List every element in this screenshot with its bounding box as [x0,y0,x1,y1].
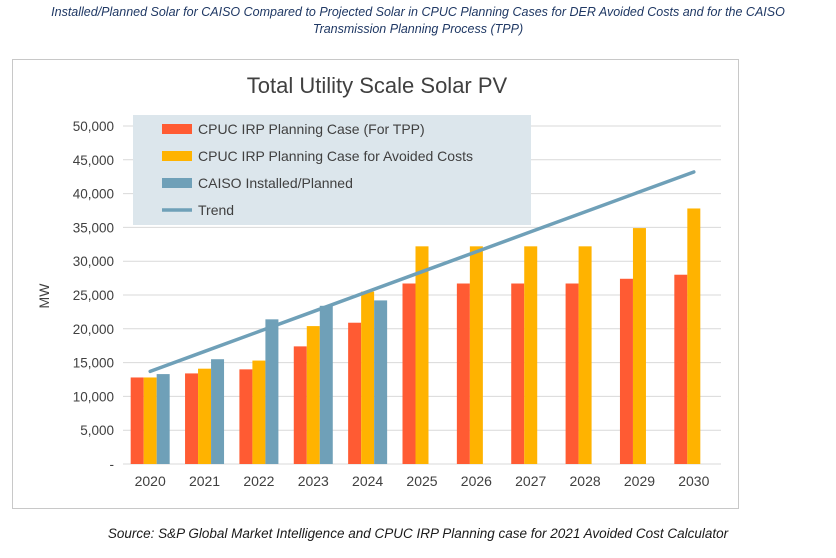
bar-cpuc-tpp [619,278,633,464]
bar-cpuc-tpp [348,322,362,464]
bar-cpuc-tpp [293,346,307,464]
bar-cpuc-avoided-costs [524,246,538,464]
bar-cpuc-tpp [456,283,470,464]
y-tick-label: 15,000 [73,356,114,371]
y-tick-label: 25,000 [73,288,114,303]
bar-cpuc-tpp [402,283,416,464]
bar-cpuc-tpp [185,373,199,464]
trend-line [148,170,696,374]
x-tick-label: 2022 [243,473,274,489]
bar-cpuc-avoided-costs [361,291,375,464]
source-note: Source: S&P Global Market Intelligence a… [107,526,729,541]
legend-label: CPUC IRP Planning Case (For TPP) [198,121,425,137]
bar-cpuc-avoided-costs [143,377,157,464]
y-tick-label: 35,000 [73,220,114,235]
bar-cpuc-tpp [511,283,525,464]
x-tick-label: 2029 [624,473,655,489]
y-axis-label: MW [36,283,52,309]
bars [130,208,701,464]
x-axis-ticks: 2020 2021 2022 2023 2024 2025 2026 2027 2028 2029… [135,473,710,489]
x-tick-label: 2026 [461,473,492,489]
y-tick-label: 20,000 [73,322,114,337]
y-tick-label: 40,000 [73,187,114,202]
legend: CPUC IRP Planning Case (For TPP) CPUC IRP… [133,115,531,225]
bar-cpuc-avoided-costs [198,368,212,464]
legend-swatch-cpuc-tpp [162,124,192,134]
x-tick-label: 2025 [406,473,437,489]
legend-box [133,115,531,225]
y-tick-label: - [110,457,115,472]
y-tick-label: 45,000 [73,153,114,168]
caption-line-1: Installed/Planned Solar for CAISO Compar… [51,5,785,19]
y-tick-label: 50,000 [73,119,114,134]
x-tick-label: 2020 [135,473,166,489]
x-tick-label: 2027 [515,473,546,489]
bar-cpuc-tpp [239,369,253,464]
x-tick-label: 2028 [570,473,601,489]
bar-caiso-installed [265,319,279,464]
bar-cpuc-avoided-costs [632,228,646,464]
x-tick-label: 2030 [678,473,709,489]
bar-caiso-installed [319,305,333,464]
bar-caiso-installed [156,374,170,464]
x-tick-label: 2024 [352,473,383,489]
y-axis-ticks: - 5,000 10,000 15,000 20,000 25,000 30,000 35,0… [73,119,114,472]
bar-cpuc-tpp [565,283,579,464]
legend-label: Trend [198,202,234,218]
x-tick-label: 2021 [189,473,220,489]
bar-cpuc-tpp [674,274,688,464]
chart-title: Total Utility Scale Solar PV [247,73,508,98]
bar-cpuc-tpp [130,377,144,464]
bar-cpuc-avoided-costs [415,246,429,464]
bar-cpuc-avoided-costs [578,246,592,464]
bar-cpuc-avoided-costs [687,208,701,464]
y-tick-label: 10,000 [73,389,114,404]
legend-label: CAISO Installed/Planned [198,175,353,191]
caption-line-2: Transmission Planning Process (TPP) [312,22,524,36]
bar-cpuc-avoided-costs [252,360,266,464]
y-tick-label: 30,000 [73,254,114,269]
figure-caption: Installed/Planned Solar for CAISO Compar… [0,4,836,38]
legend-label: CPUC IRP Planning Case for Avoided Costs [198,148,473,164]
chart-frame: Total Utility Scale Solar PV - 5,000 10,00… [12,59,739,509]
y-tick-label: 5,000 [80,423,114,438]
bar-caiso-installed [374,300,388,464]
legend-swatch-caiso-installed [162,178,192,188]
bar-cpuc-avoided-costs [469,246,483,464]
x-tick-label: 2023 [298,473,329,489]
bar-caiso-installed [211,359,225,464]
bar-cpuc-avoided-costs [306,326,320,464]
solar-bar-chart: Total Utility Scale Solar PV - 5,000 10,00… [36,73,721,489]
legend-swatch-cpuc-avoided-costs [162,151,192,161]
trend-line-group [148,170,696,374]
